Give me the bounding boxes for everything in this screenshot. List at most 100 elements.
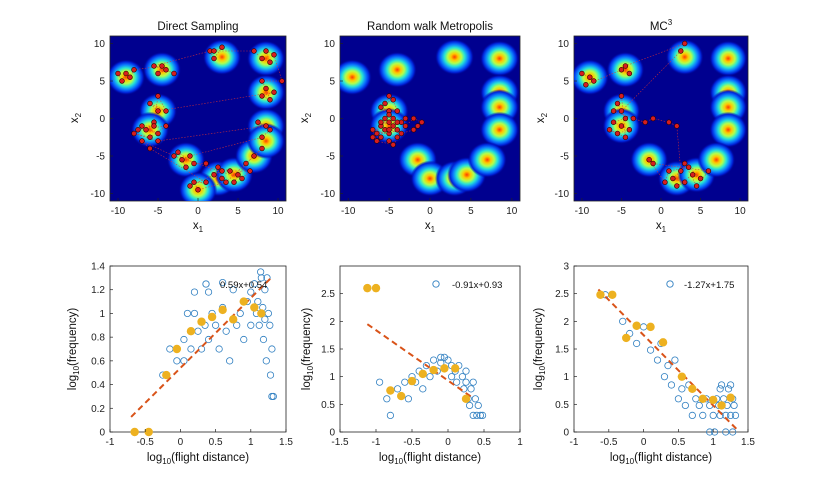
sample-point: [219, 175, 225, 182]
binned-point: [688, 384, 697, 394]
raw-point: [266, 371, 275, 379]
sample-point: [685, 164, 692, 170]
raw-point: [269, 392, 277, 401]
fit-line-segment: [366, 323, 472, 398]
sample-point: [243, 160, 249, 167]
sample-point: [674, 183, 680, 189]
sample-point: [386, 112, 392, 118]
raw-point: [462, 367, 470, 375]
y-tick-label: 1.4: [91, 262, 105, 273]
y-tick-label: 0: [329, 428, 335, 439]
sample-point: [650, 115, 656, 122]
binned-point: [172, 344, 182, 354]
sample-point: [610, 119, 617, 125]
sample-point: [394, 108, 400, 114]
fit-line: [130, 276, 273, 418]
sample-point: [259, 78, 265, 84]
sample-point: [650, 160, 656, 167]
x-tick-label: 0: [178, 437, 184, 448]
sample-point: [179, 157, 185, 163]
density-mode: [246, 74, 286, 111]
sample-point: [610, 108, 617, 114]
sample-point: [151, 63, 157, 69]
x-tick-label: -10: [341, 206, 356, 217]
binned-points: [130, 297, 266, 437]
raw-point: [444, 356, 452, 364]
x-tick-label: -1: [372, 437, 381, 448]
raw-point: [699, 411, 707, 419]
y-tick-label: 2.5: [555, 289, 569, 300]
y-tick-label: -5: [96, 152, 105, 163]
sample-point: [171, 70, 177, 77]
y-tick-label: 5: [563, 77, 569, 88]
sample-point: [115, 70, 121, 77]
sample-point: [187, 153, 193, 159]
binned-point: [709, 395, 718, 405]
raw-point: [404, 395, 412, 403]
legend-marker-icon: [666, 280, 674, 288]
binned-point: [218, 305, 227, 315]
sample-point: [410, 115, 417, 122]
y-tick-label: 1.5: [555, 345, 569, 356]
binned-point: [239, 297, 248, 306]
x-tick-label: 5: [698, 206, 704, 217]
raw-point: [469, 378, 477, 386]
legend: -1.27x+1.75: [666, 280, 734, 291]
raw-point: [222, 327, 230, 335]
binned-point: [608, 290, 617, 299]
raw-point: [215, 345, 223, 353]
sample-point: [175, 149, 181, 155]
sample-point: [147, 145, 153, 152]
sample-point: [259, 93, 265, 99]
sample-point: [211, 172, 217, 178]
binned-point: [162, 370, 171, 380]
sample-point: [697, 175, 704, 182]
sample-point: [155, 130, 161, 137]
y-tick-label: -10: [91, 189, 106, 200]
sample-point: [606, 127, 613, 133]
sample-point: [419, 119, 425, 125]
sample-point: [618, 108, 625, 114]
sample-point: [374, 138, 380, 144]
sample-point: [390, 115, 396, 122]
sample-point: [370, 127, 376, 133]
sample-point: [155, 70, 161, 77]
legend-label: -1.27x+1.75: [684, 280, 734, 291]
sample-point: [263, 123, 269, 129]
y-tick-label: 2: [563, 317, 569, 328]
raw-point: [619, 317, 627, 325]
sample-point: [191, 160, 197, 167]
sample-point: [119, 78, 125, 84]
sample-point: [394, 119, 400, 125]
raw-point: [474, 401, 482, 410]
x-axis-label: log10(flight distance): [610, 452, 712, 466]
sample-point: [678, 48, 684, 54]
raw-point: [453, 378, 461, 386]
sample-point: [195, 187, 201, 193]
density-mode: [665, 39, 704, 75]
raw-point: [437, 353, 445, 361]
sample-point: [390, 142, 396, 148]
raw-point: [467, 385, 475, 393]
sample-point: [171, 153, 177, 159]
raw-point: [257, 274, 265, 282]
sample-point: [370, 134, 376, 140]
raw-point: [236, 309, 244, 318]
x-tick-label: -5: [154, 206, 163, 217]
sample-point: [127, 74, 133, 80]
x-tick-label: 0.5: [671, 437, 685, 448]
density-mode: [709, 111, 748, 148]
raw-point: [729, 428, 737, 436]
binned-point: [386, 386, 395, 395]
sample-point: [271, 89, 277, 95]
sample-point: [614, 130, 621, 137]
y-tick-label: 2.5: [321, 289, 335, 300]
plot-area: [339, 265, 521, 433]
raw-point: [422, 361, 430, 370]
y-tick-label: 0.8: [91, 333, 105, 344]
binned-point: [726, 393, 735, 402]
sample-point: [259, 55, 265, 62]
sample-point: [131, 130, 137, 137]
sample-point: [203, 179, 209, 185]
